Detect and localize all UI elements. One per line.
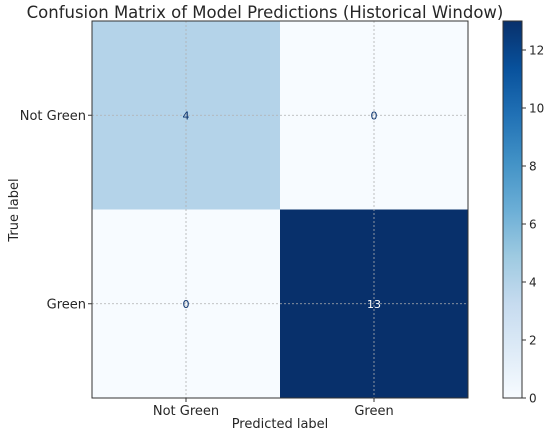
cell-value-label: 0 <box>183 298 190 311</box>
x-axis-label: Predicted label <box>232 417 329 432</box>
x-tick-label: Green <box>354 404 393 419</box>
colorbar-tick-label: 6 <box>529 218 537 232</box>
chart-title: Confusion Matrix of Model Predictions (H… <box>27 3 504 22</box>
colorbar-tick-label: 8 <box>529 160 537 174</box>
colorbar-ticks: 0 2 4 6 8 10 12 <box>522 44 544 406</box>
plot-frame <box>91 20 469 399</box>
cell-value-label: 0 <box>371 109 378 122</box>
heatmap-cells <box>92 21 468 398</box>
colorbar-tick-label: 4 <box>529 276 537 290</box>
cell-value-label: 13 <box>367 298 381 311</box>
colorbar <box>502 20 523 399</box>
colorbar-tick-label: 12 <box>529 44 544 58</box>
colorbar-tick-label: 2 <box>529 334 537 348</box>
cell-value-labels: 4 0 0 13 <box>183 109 382 311</box>
y-axis-label: True label <box>7 178 22 242</box>
x-axis-ticks: Not Green Green <box>153 398 394 419</box>
cell-value-label: 4 <box>183 109 190 122</box>
colorbar-tick-label: 10 <box>529 102 544 116</box>
y-tick-label: Not Green <box>20 109 86 124</box>
y-axis-ticks: Not Green Green <box>20 109 92 312</box>
gridlines <box>92 21 468 398</box>
colorbar-tick-label: 0 <box>529 392 537 406</box>
x-tick-label: Not Green <box>153 404 219 419</box>
y-tick-label: Green <box>47 297 86 312</box>
